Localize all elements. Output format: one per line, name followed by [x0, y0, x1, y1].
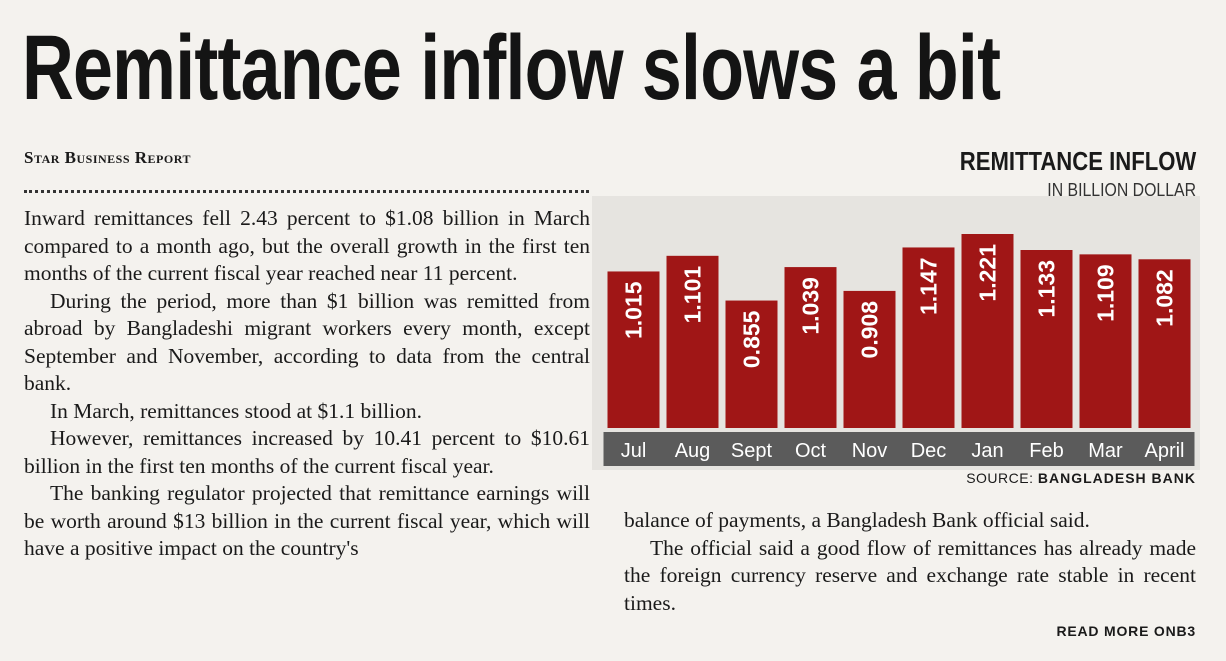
chart-category-label: Aug [675, 440, 711, 462]
chart-bar [607, 271, 660, 428]
article-paragraph: balance of payments, a Bangladesh Bank o… [624, 508, 1090, 532]
chart-value-label: 1.101 [680, 266, 706, 324]
chart-bar [1020, 250, 1073, 428]
chart-value-label: 1.221 [975, 244, 1001, 302]
chart-category-label: Feb [1029, 440, 1063, 462]
chart-value-label: 1.109 [1093, 264, 1119, 322]
chart-category-label: Oct [795, 440, 827, 462]
article-paragraph: During the period, more than $1 billion … [24, 288, 590, 396]
chart-source-name: BANGLADESH BANK [1037, 470, 1196, 486]
chart-bar [725, 300, 778, 428]
chart-title: REMITTANCE INFLOW [959, 146, 1196, 176]
chart-category-box [1016, 432, 1077, 466]
chart-value-label: 1.147 [916, 257, 942, 315]
chart-category-label: Sept [731, 440, 773, 462]
chart-value-label: 1.039 [798, 277, 824, 335]
article-column-left: Inward remittances fell 2.43 percent to … [24, 205, 590, 563]
chart-category-box [662, 432, 723, 466]
chart-value-label: 1.133 [1034, 260, 1060, 318]
chart-category-label: Mar [1088, 440, 1123, 462]
chart-category-box [898, 432, 959, 466]
chart-bar [666, 255, 719, 428]
article-paragraph: Inward remittances fell 2.43 percent to … [24, 206, 590, 285]
article-paragraph: However, remittances increased by 10.41 … [24, 426, 590, 478]
headline: Remittance inflow slows a bit [22, 17, 1001, 119]
chart-category-box [957, 432, 1018, 466]
chart-bar [784, 267, 837, 428]
chart-value-label: 1.015 [621, 281, 647, 339]
chart-category-box [721, 432, 782, 466]
chart-category-box [1134, 432, 1195, 466]
chart-category-box [839, 432, 900, 466]
chart-category-label: Nov [852, 440, 888, 462]
article-paragraph: The official said a good flow of remitta… [624, 535, 1196, 615]
article-column-right: balance of payments, a Bangladesh Bank o… [624, 507, 1196, 617]
chart-bar [902, 247, 955, 428]
chart-bar [1079, 254, 1132, 428]
chart-value-label: 0.855 [739, 310, 765, 368]
chart-subtitle: IN BILLION DOLLAR [1047, 180, 1196, 200]
chart-bar [843, 290, 896, 428]
chart-category-label: Jul [621, 440, 647, 462]
read-more-link[interactable]: READ MORE ONB3 [1056, 623, 1196, 639]
remittance-chart: 1.015 Jul 1.101 Aug 0.855 Sept 1.039 Oct 0.908 No… [592, 196, 1200, 470]
byline-divider [24, 190, 589, 193]
chart-category-box [1075, 432, 1136, 466]
chart-source: SOURCE: BANGLADESH BANK [966, 470, 1196, 486]
chart-value-label: 1.082 [1152, 269, 1178, 327]
article-paragraph: The banking regulator projected that rem… [24, 481, 590, 560]
chart-category-box [603, 432, 664, 466]
chart-category-label: Dec [911, 440, 947, 462]
chart-category-label: Jan [971, 440, 1003, 462]
chart-value-label: 0.908 [857, 301, 883, 359]
chart-source-label: SOURCE: [966, 470, 1034, 486]
byline: Star Business Report [24, 148, 191, 167]
chart-category-label: April [1144, 440, 1184, 462]
article-paragraph: In March, remittances stood at $1.1 bill… [50, 398, 422, 423]
chart-bar [1138, 259, 1191, 428]
chart-bar [961, 234, 1014, 428]
chart-category-box [780, 432, 841, 466]
